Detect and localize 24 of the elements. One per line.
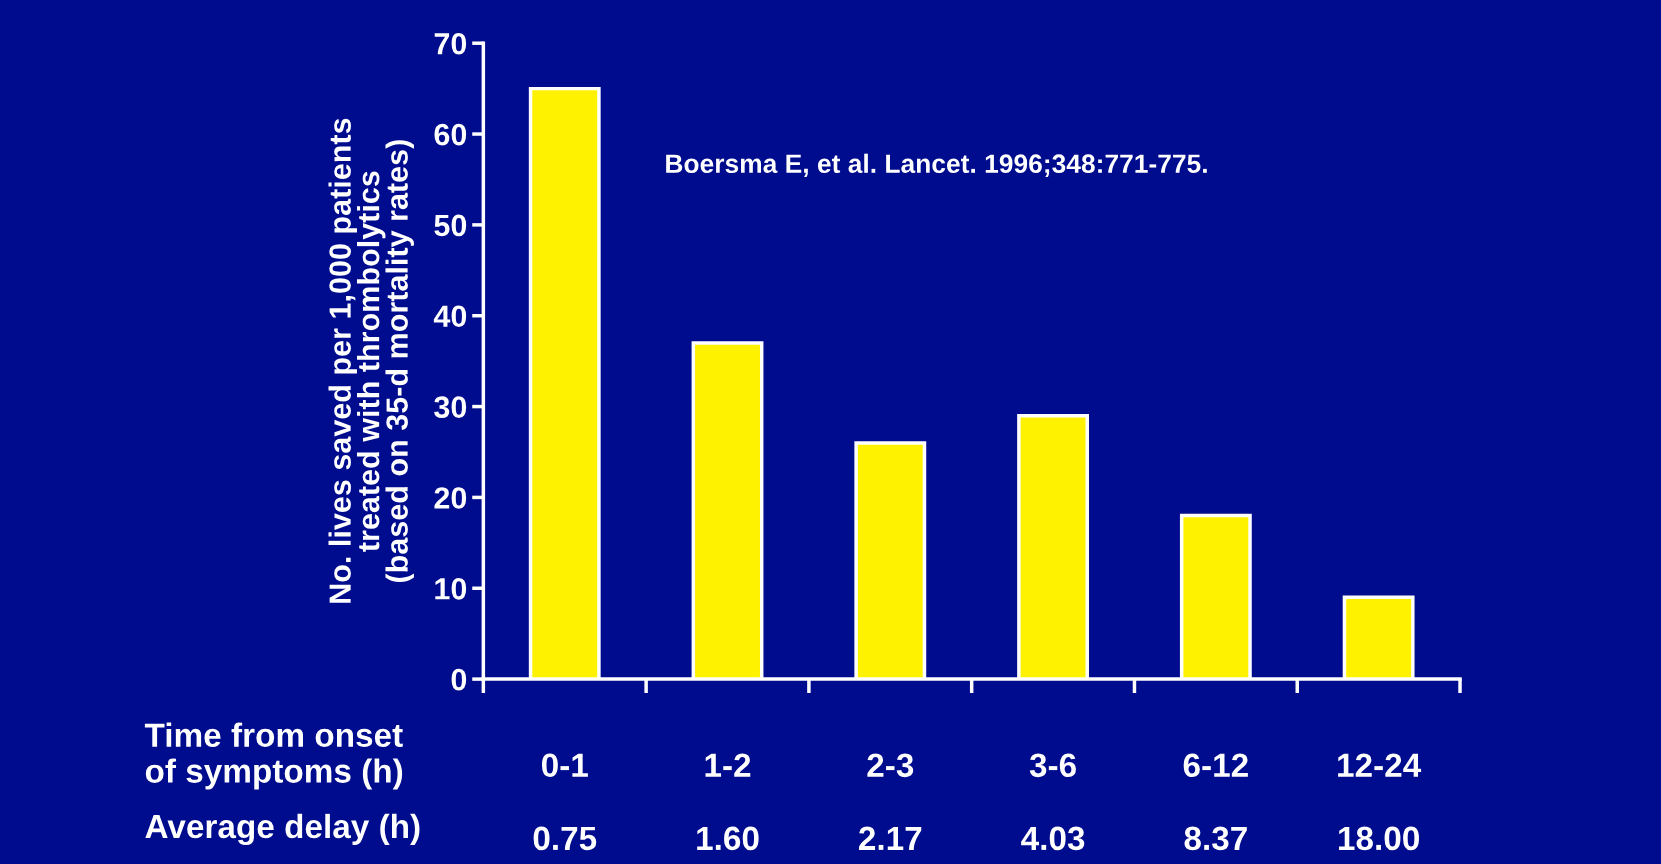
text: 0.75 [533,826,597,851]
x-tick-label: 1-2 [705,753,751,777]
x-tick-label: 12-24 [1338,753,1422,777]
text: 4.03 [1021,826,1085,851]
y-tick-label: 20 [434,487,467,509]
y-tick-label: 30 [434,396,467,418]
y-tick-label: 70 [434,32,467,55]
y-axis-title: No. lives saved per 1,000 patients treated with thrombolytics (based on 35-d mortality rates) [328,118,414,603]
x-tick-label: 2-3 [867,753,914,778]
x-tick-label: 3-6 [1029,753,1076,778]
text: 2.17 [859,826,922,850]
y-tick-label: 60 [434,123,467,146]
annotation: Boersma E, et al. Lancet. 1996;348:771-775. [666,153,1207,177]
text: Average delay (h) [145,813,420,846]
x-tick-label: 0-1 [541,753,588,778]
y-tick-label: 40 [433,305,467,328]
y-tick-label: 10 [435,578,467,600]
text: 1.60 [697,826,759,851]
y-tick-label: 0 [451,668,467,691]
text: 8.37 [1184,826,1247,851]
x-axis-title: Time from onset of symptoms (h) [144,722,403,790]
text: 18.00 [1339,826,1419,851]
x-tick-label: 6-12 [1183,753,1248,778]
y-tick-label: 50 [434,214,467,237]
